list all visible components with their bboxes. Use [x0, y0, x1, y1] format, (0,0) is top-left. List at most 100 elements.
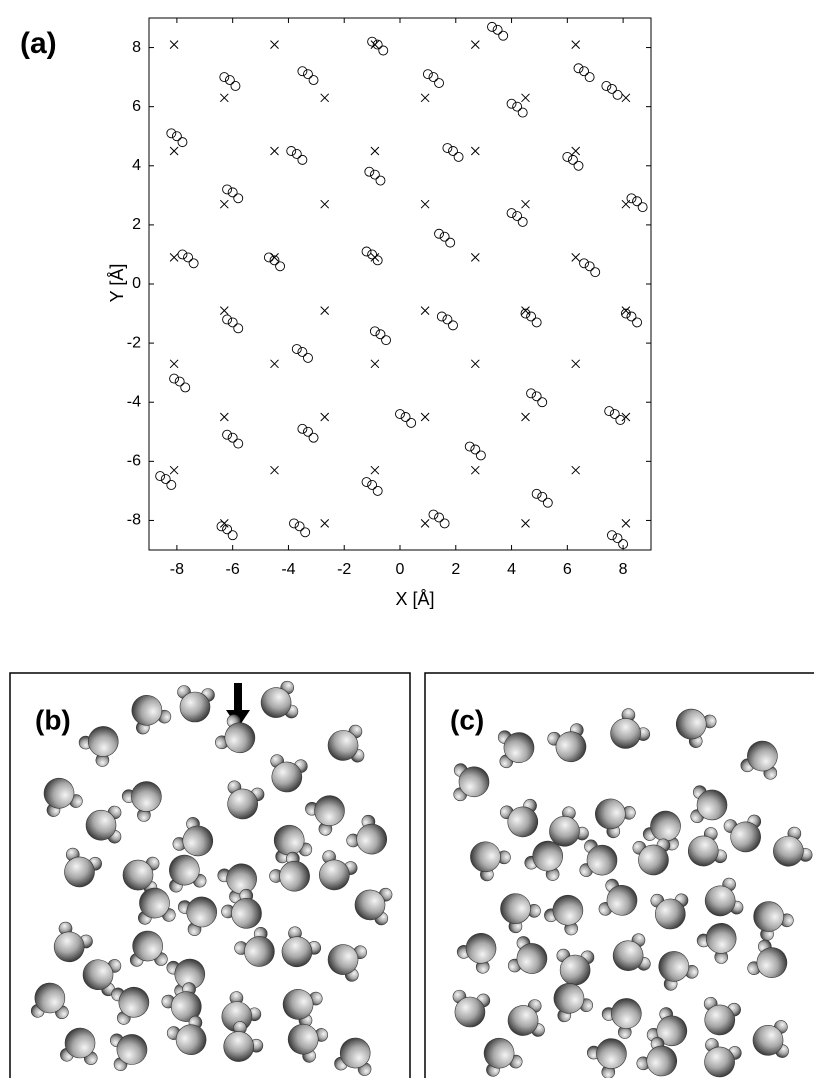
cross-point — [271, 466, 279, 474]
cross-point — [522, 413, 530, 421]
cross-point — [220, 413, 228, 421]
circle-point — [228, 433, 237, 442]
circle-point — [298, 67, 307, 76]
circle-point — [276, 262, 285, 271]
molecule — [744, 894, 796, 946]
molecule — [545, 719, 595, 769]
y-tick-label: 4 — [132, 157, 141, 174]
molecule — [597, 989, 649, 1041]
molecule — [344, 811, 395, 862]
circle-point — [220, 73, 229, 82]
molecule — [232, 922, 284, 974]
circle-point — [301, 528, 310, 537]
circle-point — [223, 315, 232, 324]
cross-point — [622, 519, 630, 527]
circle-point — [518, 217, 527, 226]
y-tick-label: -4 — [127, 393, 141, 410]
circle-point — [585, 73, 594, 82]
circle-point — [437, 312, 446, 321]
molecule — [693, 915, 744, 966]
circle-point — [499, 31, 508, 40]
panel-label: (c) — [450, 704, 484, 735]
molecule — [35, 772, 85, 822]
circle-point — [298, 347, 307, 356]
circle-point — [234, 194, 243, 203]
molecule — [579, 839, 618, 878]
circle-point — [454, 152, 463, 161]
circle-point — [370, 170, 379, 179]
circle-point — [518, 108, 527, 117]
circle-point — [574, 161, 583, 170]
circle-point — [303, 70, 312, 79]
molecule — [498, 794, 546, 842]
molecule — [161, 850, 208, 897]
molecule — [60, 1028, 98, 1065]
circle-point — [161, 475, 170, 484]
circle-point — [292, 345, 301, 354]
circle-point — [429, 73, 438, 82]
y-tick-label: 0 — [132, 275, 141, 292]
molecule — [504, 998, 549, 1043]
molecule — [544, 976, 595, 1027]
cross-point — [321, 200, 329, 208]
x-tick-label: -4 — [281, 561, 295, 578]
molecule — [598, 878, 640, 920]
circle-point — [563, 152, 572, 161]
molecule — [334, 1036, 375, 1076]
circle-point — [223, 185, 232, 194]
molecule — [59, 847, 104, 892]
cross-point — [522, 519, 530, 527]
molecule — [313, 849, 360, 896]
molecule — [475, 1032, 525, 1078]
y-tick-label: 2 — [132, 216, 141, 233]
circle-point — [638, 203, 647, 212]
molecule — [587, 791, 638, 842]
circle-point — [298, 424, 307, 433]
circle-point — [407, 418, 416, 427]
circle-point — [365, 167, 374, 176]
molecule — [216, 1019, 268, 1071]
circle-point — [170, 374, 179, 383]
y-tick-label: 8 — [132, 39, 141, 56]
molecule — [173, 888, 223, 939]
circle-point — [290, 519, 299, 528]
circle-point — [303, 427, 312, 436]
circle-point — [184, 253, 193, 262]
molecule — [268, 754, 308, 794]
cross-point — [572, 360, 580, 368]
molecule — [159, 978, 211, 1030]
circle-point — [175, 377, 184, 386]
cross-point — [321, 94, 329, 102]
circle-point — [172, 132, 181, 141]
circle-point — [178, 250, 187, 259]
cross-point — [522, 94, 530, 102]
molecule — [324, 939, 368, 983]
circle-point — [181, 383, 190, 392]
molecule — [165, 1011, 216, 1062]
circle-point — [228, 188, 237, 197]
circle-point — [493, 25, 502, 34]
molecule — [494, 726, 537, 769]
circle-point — [234, 324, 243, 333]
circle-point — [538, 398, 547, 407]
cross-point — [170, 41, 178, 49]
molecules — [29, 680, 814, 1078]
molecule — [682, 825, 732, 875]
circle-point — [627, 312, 636, 321]
cross-point — [271, 41, 279, 49]
circle-point — [465, 442, 474, 451]
circle-point — [303, 353, 312, 362]
circle-point — [167, 480, 176, 489]
x-tick-label: 2 — [451, 561, 460, 578]
x-tick-label: 6 — [563, 561, 572, 578]
molecule — [507, 934, 551, 979]
circle-point — [228, 318, 237, 327]
cross-point — [421, 94, 429, 102]
circle-point — [373, 486, 382, 495]
circle-point — [610, 410, 619, 419]
molecule — [699, 876, 748, 925]
molecule — [451, 761, 491, 802]
molecule — [171, 814, 220, 864]
molecule — [132, 884, 177, 928]
molecule — [122, 688, 173, 739]
